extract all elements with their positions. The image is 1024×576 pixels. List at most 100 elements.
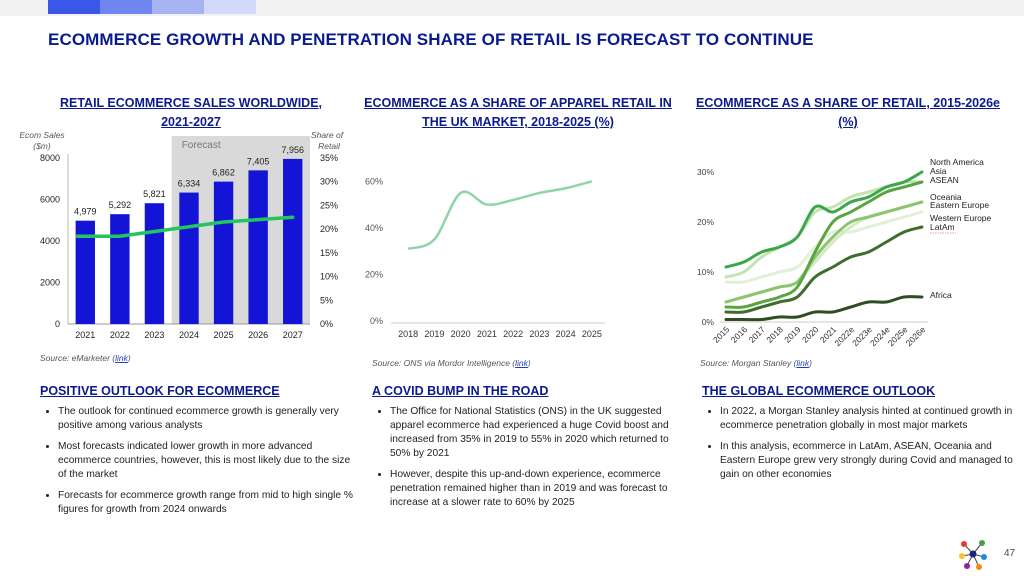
x-tick-label: 2021 xyxy=(477,329,497,339)
y2-tick-label: 20% xyxy=(320,224,338,234)
y-axis-title: Ecom Sales xyxy=(20,130,65,140)
x-tick-label: 2026 xyxy=(248,330,268,340)
bar-value-label: 6,862 xyxy=(212,168,235,178)
bar xyxy=(110,214,130,324)
bar-value-label: 6,334 xyxy=(178,179,201,189)
x-tick-label: 2020 xyxy=(800,324,821,345)
share-of-retail-line xyxy=(75,215,295,239)
y-tick-label: 0% xyxy=(370,316,383,326)
y2-tick-label: 5% xyxy=(320,295,333,305)
chart2-source: Source: ONS via Mordor Intelligence (lin… xyxy=(372,358,531,368)
legend-label-western-europe: Western Europe xyxy=(930,213,992,223)
bullet-item: Forecasts for ecommerce growth range fro… xyxy=(58,489,358,517)
chart1-source-link[interactable]: link xyxy=(115,353,128,363)
bar-value-label: 5,821 xyxy=(143,189,166,199)
y-tick-label: 0 xyxy=(55,319,60,329)
bar-value-label: 5,292 xyxy=(109,200,132,210)
x-tick-label: 2024 xyxy=(556,329,576,339)
y-tick-label: 60% xyxy=(365,176,383,186)
bullet-item: Most forecasts indicated lower growth in… xyxy=(58,440,358,482)
x-tick-label: 2026e xyxy=(904,324,928,348)
bar xyxy=(248,170,268,324)
series-line-oceania xyxy=(724,200,924,304)
y-tick-label: 8000 xyxy=(40,153,60,163)
y2-tick-label: 0% xyxy=(320,319,333,329)
bullets-outlook: The outlook for continued ecommerce grow… xyxy=(40,405,358,524)
x-tick-label: 2016 xyxy=(729,324,750,345)
chart2-source-link[interactable]: link xyxy=(515,358,528,368)
bar xyxy=(144,203,165,324)
y2-tick-label: 35% xyxy=(320,153,338,163)
y-tick-label: 10% xyxy=(697,267,714,277)
series-line-asean xyxy=(724,180,924,309)
chart3-source-link[interactable]: link xyxy=(796,358,810,368)
bullet-item: In this analysis, ecommerce in LatAm, AS… xyxy=(720,440,1020,482)
y-tick-label: 0% xyxy=(702,317,715,327)
y-tick-label: 4000 xyxy=(40,236,60,246)
x-tick-label: 2018 xyxy=(398,329,418,339)
section-heading-global: THE GLOBAL ECOMMERCE OUTLOOK xyxy=(702,384,936,398)
global-ecommerce-share-chart: 0%10%20%30%20152016201720182019202020212… xyxy=(697,157,992,348)
y2-axis-title: Share of xyxy=(311,130,345,140)
legend-label-asia: Asia xyxy=(930,166,947,176)
x-tick-label: 2022 xyxy=(110,330,130,340)
chart3-source: Source: Morgan Stanley (link) xyxy=(700,358,812,368)
x-tick-label: 2024 xyxy=(179,330,199,340)
bar-value-label: 4,979 xyxy=(74,207,97,217)
bar xyxy=(75,220,95,324)
series-line-asia xyxy=(724,180,924,279)
series-line-eastern-europe xyxy=(724,200,924,304)
x-tick-label: 2023 xyxy=(529,329,549,339)
legend-label-eastern-europe: Eastern Europe xyxy=(930,200,989,210)
y2-axis-title-line2: Retail xyxy=(318,141,341,151)
x-tick-label: 2019 xyxy=(424,329,444,339)
legend-label-oceania: Oceania xyxy=(930,192,962,202)
chart1-source: Source: eMarketer (link) xyxy=(40,353,131,363)
y-tick-label: 40% xyxy=(365,223,383,233)
chart2-title: ECOMMERCE AS A SHARE OF APPAREL RETAIL I… xyxy=(364,96,672,129)
bullet-item: In 2022, a Morgan Stanley analysis hinte… xyxy=(720,405,1020,433)
x-tick-label: 2025 xyxy=(214,330,234,340)
y-tick-label: 6000 xyxy=(40,195,60,205)
bar xyxy=(213,181,234,324)
bullets-global: In 2022, a Morgan Stanley analysis hinte… xyxy=(702,405,1020,489)
x-tick-label: 2018 xyxy=(764,324,785,345)
x-tick-label: 2021 xyxy=(75,330,95,340)
page-title: ECOMMERCE GROWTH AND PENETRATION SHARE O… xyxy=(48,30,814,49)
legend-label-asean: ASEAN xyxy=(930,175,959,185)
series-line-africa xyxy=(724,295,924,322)
y2-tick-label: 25% xyxy=(320,200,338,210)
x-tick-label: 2027 xyxy=(283,330,303,340)
bullets-covid: The Office for National Statistics (ONS)… xyxy=(372,405,686,517)
chart3-title: ECOMMERCE AS A SHARE OF RETAIL, 2015-202… xyxy=(695,96,1000,129)
page-number: 47 xyxy=(1004,548,1016,559)
section-heading-outlook: POSITIVE OUTLOOK FOR ECOMMERCE xyxy=(40,384,280,398)
bar xyxy=(283,158,303,324)
bar xyxy=(179,192,199,324)
series-line-north-america xyxy=(724,170,924,269)
y-tick-label: 20% xyxy=(697,217,714,227)
series-line-latam xyxy=(724,225,924,314)
y-tick-label: 2000 xyxy=(40,278,60,288)
x-tick-label: 2015 xyxy=(711,324,732,345)
y2-tick-label: 30% xyxy=(320,177,338,187)
bar-value-label: 7,405 xyxy=(247,156,270,166)
x-tick-label: 2019 xyxy=(782,324,803,345)
y-tick-label: 20% xyxy=(365,269,383,279)
legend-label-latam: LatAm xyxy=(930,222,955,232)
bullet-item: The outlook for continued ecommerce grow… xyxy=(58,405,358,433)
forecast-label: Forecast xyxy=(182,140,221,151)
x-tick-label: 2025 xyxy=(582,329,602,339)
x-tick-label: 2023 xyxy=(144,330,164,340)
y2-tick-label: 10% xyxy=(320,272,338,282)
y-tick-label: 30% xyxy=(697,167,714,177)
y-axis-title-unit: ($m) xyxy=(33,141,51,151)
section-heading-covid: A COVID BUMP IN THE ROAD xyxy=(372,384,549,398)
bullet-item: However, despite this up-and-down experi… xyxy=(390,468,686,510)
x-tick-label: 2020 xyxy=(451,329,471,339)
bullet-item: The Office for National Statistics (ONS)… xyxy=(390,405,686,461)
uk-apparel-share-chart: 0% 20% 40% 60% 2018 2019 2020 2021 2022 2023 2024 2… xyxy=(365,176,605,339)
bar-value-label: 7,956 xyxy=(281,145,304,155)
x-tick-label: 2017 xyxy=(747,324,768,345)
